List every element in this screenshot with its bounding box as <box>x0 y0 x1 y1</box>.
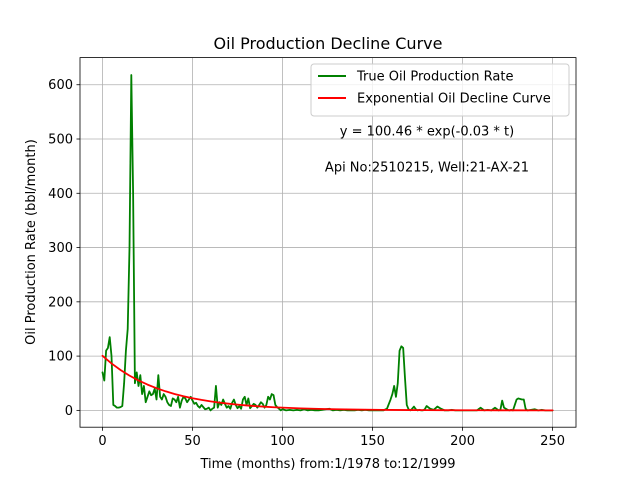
x-tick-label: 100 <box>270 434 295 449</box>
y-tick-label: 500 <box>48 133 73 148</box>
y-axis-label: Oil Production Rate (bbl/month) <box>24 139 39 345</box>
y-tick-label: 400 <box>48 187 73 202</box>
grid <box>80 57 576 428</box>
plot-area-frame <box>79 57 577 428</box>
x-tick-label: 50 <box>184 434 201 449</box>
legend-label-decline-curve: Exponential Oil Decline Curve <box>357 92 551 107</box>
x-tick-label: 0 <box>98 434 106 449</box>
y-tick-label: 600 <box>48 78 73 93</box>
exponential-decline-curve-line <box>101 354 554 412</box>
legend-box <box>310 63 570 117</box>
axis-ticks: 0 50 100 150 200 250 0 100 200 300 400 500 600 <box>48 78 565 449</box>
y-tick-label: 200 <box>48 295 73 310</box>
legend: True Oil Production Rate Exponential Oil… <box>310 63 570 117</box>
legend-label-true-rate: True Oil Production Rate <box>356 70 513 85</box>
series-layer <box>101 74 554 412</box>
y-tick-label: 100 <box>48 350 73 365</box>
y-tick-label: 300 <box>48 241 73 256</box>
x-tick-label: 150 <box>360 434 385 449</box>
well-annotation: Api No:2510215, Well:21-AX-21 <box>325 161 529 176</box>
equation-annotation: y = 100.46 * exp(-0.03 * t) <box>340 125 514 140</box>
x-axis-label: Time (months) from:1/1978 to:12/1999 <box>199 457 455 472</box>
x-tick-label: 250 <box>540 434 565 449</box>
x-tick-label: 200 <box>450 434 475 449</box>
chart-title: Oil Production Decline Curve <box>214 34 443 53</box>
y-tick-label: 0 <box>65 404 73 419</box>
